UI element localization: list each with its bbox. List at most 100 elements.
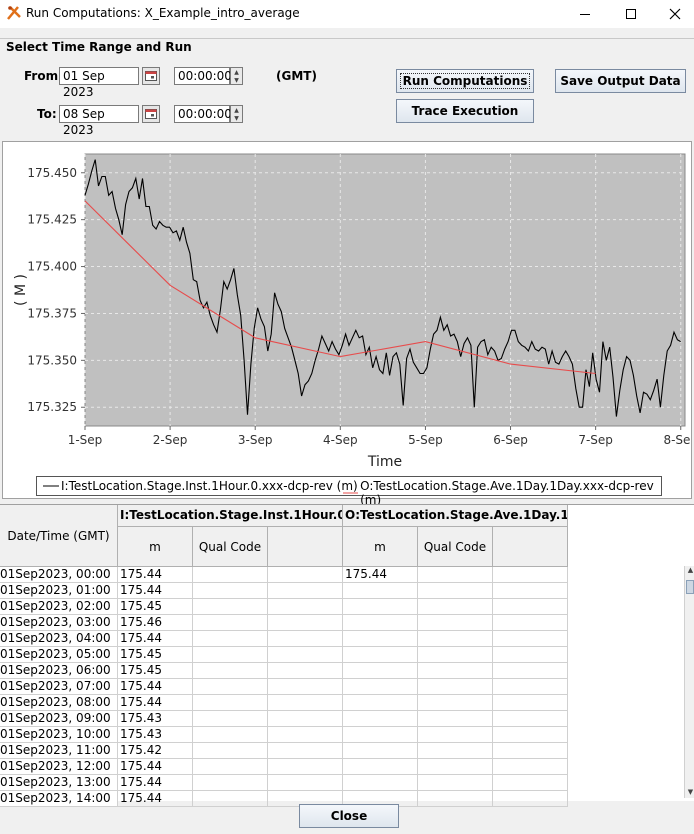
datetime-cell[interactable]: 01Sep2023, 03:00: [0, 615, 118, 631]
qual-cell[interactable]: [193, 791, 268, 807]
qual-cell[interactable]: [268, 615, 343, 631]
qual-cell[interactable]: [493, 647, 568, 663]
qual-cell[interactable]: [268, 631, 343, 647]
data-table[interactable]: Date/Time (GMT) I:TestLocation.Stage.Ins…: [0, 504, 694, 807]
qual-cell[interactable]: [268, 679, 343, 695]
qual-cell[interactable]: [418, 647, 493, 663]
qual-cell[interactable]: [493, 679, 568, 695]
value-cell[interactable]: [343, 631, 418, 647]
table-row[interactable]: 01Sep2023, 12:00 175.44: [0, 759, 568, 775]
output-series-header[interactable]: O:TestLocation.Stage.Ave.1Day.1Day.x...: [343, 505, 568, 527]
table-row[interactable]: 01Sep2023, 03:00 175.46: [0, 615, 568, 631]
datetime-cell[interactable]: 01Sep2023, 04:00: [0, 631, 118, 647]
to-calendar-button[interactable]: [142, 105, 160, 123]
qual-cell[interactable]: [268, 663, 343, 679]
qual-cell[interactable]: [493, 711, 568, 727]
qual-cell[interactable]: [268, 775, 343, 791]
from-calendar-button[interactable]: [142, 67, 160, 85]
qual-cell[interactable]: [418, 711, 493, 727]
qual-cell[interactable]: [268, 743, 343, 759]
table-row[interactable]: 01Sep2023, 02:00 175.45: [0, 599, 568, 615]
datetime-cell[interactable]: 01Sep2023, 10:00: [0, 727, 118, 743]
qual-cell[interactable]: [493, 759, 568, 775]
value-cell[interactable]: [343, 695, 418, 711]
datetime-cell[interactable]: 01Sep2023, 01:00: [0, 583, 118, 599]
scroll-up-icon[interactable]: ▲: [687, 566, 694, 574]
from-date-field[interactable]: 01 Sep 2023: [59, 67, 139, 99]
to-date-field[interactable]: 08 Sep 2023: [59, 105, 139, 137]
qual-cell[interactable]: [418, 631, 493, 647]
qual-cell[interactable]: [268, 759, 343, 775]
qual-cell[interactable]: [268, 599, 343, 615]
qual-cell[interactable]: [193, 599, 268, 615]
value-cell[interactable]: 175.43: [118, 711, 193, 727]
table-vertical-scrollbar[interactable]: ▲ ▼: [684, 566, 694, 798]
value-cell[interactable]: 175.43: [118, 727, 193, 743]
value-cell[interactable]: [343, 727, 418, 743]
qual-cell[interactable]: [418, 599, 493, 615]
table-row[interactable]: 01Sep2023, 00:00 175.44 175.44: [0, 567, 568, 583]
close-window-button[interactable]: [652, 0, 694, 28]
value-cell[interactable]: 175.44: [118, 775, 193, 791]
qual-cell[interactable]: [193, 631, 268, 647]
qual-cell[interactable]: [493, 727, 568, 743]
input-unit-header[interactable]: m: [118, 527, 193, 567]
qual-cell[interactable]: [418, 679, 493, 695]
value-cell[interactable]: 175.45: [118, 663, 193, 679]
qual-cell[interactable]: [193, 679, 268, 695]
to-time-field[interactable]: 00:00:00: [174, 105, 232, 123]
datetime-header[interactable]: Date/Time (GMT): [0, 505, 118, 567]
value-cell[interactable]: 175.44: [118, 791, 193, 807]
table-row[interactable]: 01Sep2023, 08:00 175.44: [0, 695, 568, 711]
value-cell[interactable]: 175.44: [118, 631, 193, 647]
datetime-cell[interactable]: 01Sep2023, 05:00: [0, 647, 118, 663]
value-cell[interactable]: 175.44: [118, 695, 193, 711]
qual-cell[interactable]: [193, 743, 268, 759]
qual-cell[interactable]: [418, 791, 493, 807]
value-cell[interactable]: [343, 759, 418, 775]
table-row[interactable]: 01Sep2023, 13:00 175.44: [0, 775, 568, 791]
qual-cell[interactable]: [493, 775, 568, 791]
datetime-cell[interactable]: 01Sep2023, 08:00: [0, 695, 118, 711]
qual-cell[interactable]: [418, 663, 493, 679]
spinner-up-icon[interactable]: ▲: [234, 68, 239, 76]
minimize-button[interactable]: [562, 0, 608, 28]
table-row[interactable]: 01Sep2023, 14:00 175.44: [0, 791, 568, 807]
value-cell[interactable]: 175.44: [118, 759, 193, 775]
scroll-thumb[interactable]: [686, 580, 694, 594]
value-cell[interactable]: 175.46: [118, 615, 193, 631]
spinner-down-icon[interactable]: ▼: [234, 114, 239, 122]
qual-cell[interactable]: [418, 743, 493, 759]
input-series-header[interactable]: I:TestLocation.Stage.Inst.1Hour.0.xxx-d.…: [118, 505, 343, 527]
value-cell[interactable]: [343, 711, 418, 727]
to-time-spinner[interactable]: ▲ ▼: [230, 105, 243, 123]
value-cell[interactable]: [343, 743, 418, 759]
qual-cell[interactable]: [418, 615, 493, 631]
qual-cell[interactable]: [418, 775, 493, 791]
qual-cell[interactable]: [268, 583, 343, 599]
qual-cell[interactable]: [493, 567, 568, 583]
qual-cell[interactable]: [493, 583, 568, 599]
datetime-cell[interactable]: 01Sep2023, 13:00: [0, 775, 118, 791]
datetime-cell[interactable]: 01Sep2023, 00:00: [0, 567, 118, 583]
qual-cell[interactable]: [193, 711, 268, 727]
from-time-spinner[interactable]: ▲ ▼: [230, 67, 243, 85]
value-cell[interactable]: [343, 599, 418, 615]
value-cell[interactable]: 175.42: [118, 743, 193, 759]
datetime-cell[interactable]: 01Sep2023, 09:00: [0, 711, 118, 727]
qual-cell[interactable]: [193, 759, 268, 775]
table-row[interactable]: 01Sep2023, 07:00 175.44: [0, 679, 568, 695]
table-row[interactable]: 01Sep2023, 05:00 175.45: [0, 647, 568, 663]
qual-cell[interactable]: [493, 743, 568, 759]
datetime-cell[interactable]: 01Sep2023, 07:00: [0, 679, 118, 695]
value-cell[interactable]: 175.44: [118, 679, 193, 695]
qual-cell[interactable]: [268, 727, 343, 743]
qual-cell[interactable]: [268, 695, 343, 711]
qual-cell[interactable]: [418, 583, 493, 599]
qual-cell[interactable]: [418, 759, 493, 775]
qual-cell[interactable]: [193, 615, 268, 631]
qual-cell[interactable]: [193, 567, 268, 583]
datetime-cell[interactable]: 01Sep2023, 14:00: [0, 791, 118, 807]
output-qual-header[interactable]: Qual Code: [418, 527, 493, 567]
qual-cell[interactable]: [268, 647, 343, 663]
